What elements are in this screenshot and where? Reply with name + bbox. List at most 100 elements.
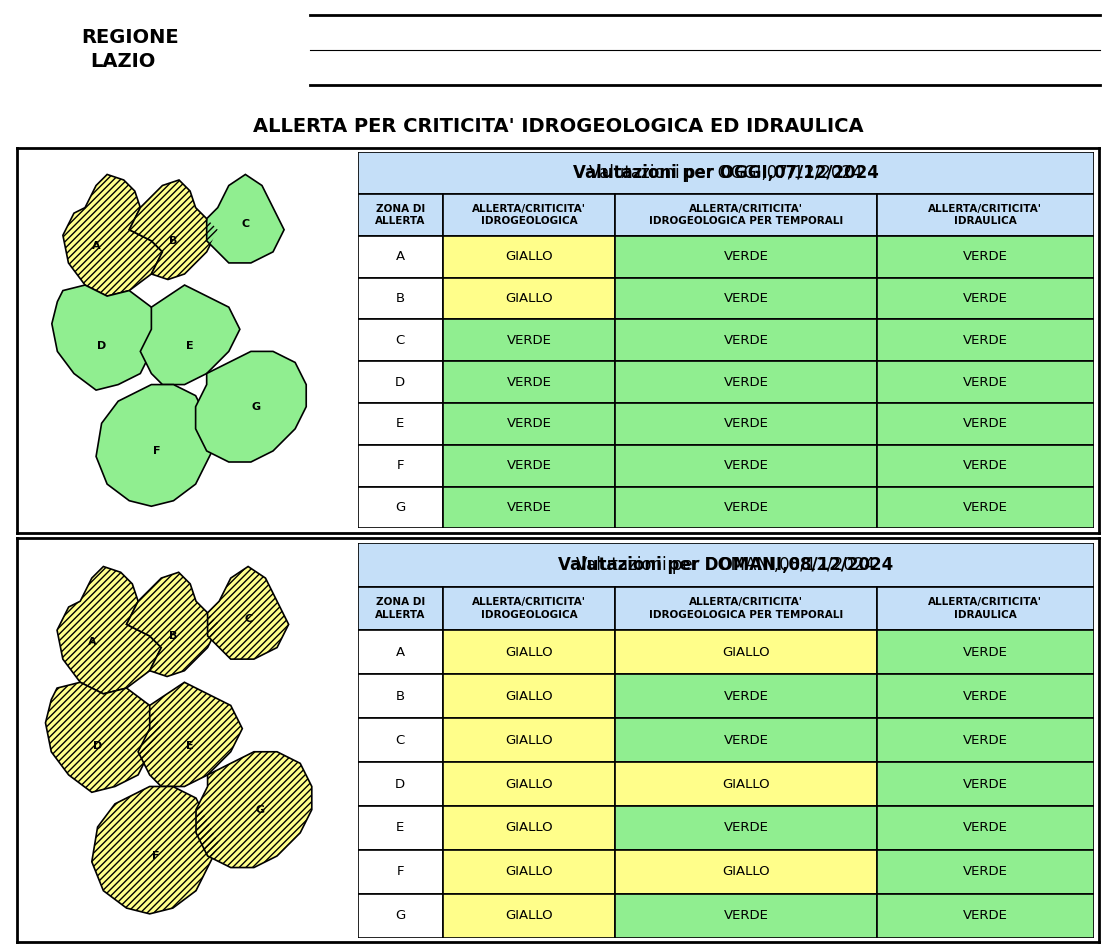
Text: Valutazioni per DOMANI,08/12/2024: Valutazioni per DOMANI,08/12/2024 xyxy=(576,556,875,574)
Text: ZONA DI
ALLERTA: ZONA DI ALLERTA xyxy=(375,597,425,620)
Text: VERDE: VERDE xyxy=(963,822,1008,835)
Bar xyxy=(443,763,615,806)
Text: C: C xyxy=(241,219,250,229)
Bar xyxy=(443,361,615,403)
Bar xyxy=(358,718,443,763)
Text: VERDE: VERDE xyxy=(507,417,551,430)
Text: ZONA DI
ALLERTA: ZONA DI ALLERTA xyxy=(375,204,425,227)
Bar xyxy=(443,586,615,630)
Text: F: F xyxy=(153,446,161,456)
Text: VERDE: VERDE xyxy=(963,645,1008,659)
Text: GIALLO: GIALLO xyxy=(506,865,552,879)
Bar xyxy=(358,763,443,806)
Bar xyxy=(358,543,1094,586)
Bar xyxy=(877,278,1094,320)
Bar xyxy=(358,194,443,236)
Text: VERDE: VERDE xyxy=(963,292,1008,305)
Text: ALLERTA PER CRITICITA' IDROGEOLOGICA ED IDRAULICA: ALLERTA PER CRITICITA' IDROGEOLOGICA ED … xyxy=(252,117,864,135)
Polygon shape xyxy=(196,752,311,867)
Text: GIALLO: GIALLO xyxy=(506,822,552,835)
Bar xyxy=(443,894,615,938)
Bar xyxy=(877,586,1094,630)
Text: G: G xyxy=(395,501,405,514)
Bar xyxy=(877,763,1094,806)
Text: Valutazioni per OGGI,07/12/2024: Valutazioni per OGGI,07/12/2024 xyxy=(589,164,863,182)
Bar xyxy=(443,278,615,320)
Bar xyxy=(615,403,877,445)
Text: GIALLO: GIALLO xyxy=(506,778,552,790)
Bar xyxy=(615,445,877,486)
Bar xyxy=(615,278,877,320)
Text: D: D xyxy=(93,741,103,751)
Bar xyxy=(877,718,1094,763)
Polygon shape xyxy=(46,683,162,792)
Bar xyxy=(877,361,1094,403)
Text: GIALLO: GIALLO xyxy=(722,865,770,879)
Text: VERDE: VERDE xyxy=(723,909,769,922)
Text: VERDE: VERDE xyxy=(963,501,1008,514)
Bar xyxy=(358,278,443,320)
Text: VERDE: VERDE xyxy=(723,250,769,264)
Text: A: A xyxy=(396,250,405,264)
Text: VERDE: VERDE xyxy=(723,459,769,472)
Bar xyxy=(615,236,877,278)
Bar xyxy=(615,850,877,894)
Polygon shape xyxy=(138,683,242,786)
Text: B: B xyxy=(170,236,177,246)
Bar xyxy=(358,445,443,486)
Text: B: B xyxy=(396,292,405,305)
Bar xyxy=(443,236,615,278)
Text: E: E xyxy=(396,417,404,430)
Bar xyxy=(358,850,443,894)
Text: G: G xyxy=(256,804,264,815)
Bar xyxy=(443,194,615,236)
Bar xyxy=(877,320,1094,361)
Text: D: D xyxy=(395,778,405,790)
Text: VERDE: VERDE xyxy=(723,334,769,347)
Text: ALLERTA/CRITICITA'
IDRAULICA: ALLERTA/CRITICITA' IDRAULICA xyxy=(929,204,1042,227)
Text: VERDE: VERDE xyxy=(963,909,1008,922)
Bar xyxy=(358,361,443,403)
Text: ALLERTA/CRITICITA'
IDRAULICA: ALLERTA/CRITICITA' IDRAULICA xyxy=(929,597,1042,620)
Bar xyxy=(358,403,443,445)
Text: Valutazioni per DOMANI,08/12/2024: Valutazioni per DOMANI,08/12/2024 xyxy=(558,556,894,574)
Bar xyxy=(358,152,1094,194)
Text: VERDE: VERDE xyxy=(963,778,1008,790)
Polygon shape xyxy=(206,174,285,263)
Text: VERDE: VERDE xyxy=(507,501,551,514)
Text: C: C xyxy=(395,734,405,746)
Text: VERDE: VERDE xyxy=(963,690,1008,703)
Text: GIALLO: GIALLO xyxy=(506,292,552,305)
Text: E: E xyxy=(186,741,194,751)
Text: VERDE: VERDE xyxy=(723,734,769,746)
Bar xyxy=(615,586,877,630)
Bar xyxy=(443,445,615,486)
Text: GIALLO: GIALLO xyxy=(722,645,770,659)
Text: F: F xyxy=(396,865,404,879)
Text: G: G xyxy=(252,402,261,411)
Text: D: D xyxy=(395,376,405,388)
Polygon shape xyxy=(126,572,219,677)
Text: C: C xyxy=(244,614,252,624)
Bar xyxy=(358,806,443,850)
Bar xyxy=(358,630,443,674)
Text: C: C xyxy=(395,334,405,347)
Text: A: A xyxy=(92,241,100,251)
Text: VERDE: VERDE xyxy=(723,690,769,703)
Text: REGIONE: REGIONE xyxy=(81,29,179,48)
Bar xyxy=(615,674,877,718)
Bar xyxy=(877,236,1094,278)
Bar xyxy=(615,894,877,938)
Bar xyxy=(443,486,615,528)
Polygon shape xyxy=(96,385,218,506)
Text: GIALLO: GIALLO xyxy=(506,645,552,659)
Text: VERDE: VERDE xyxy=(507,376,551,388)
Text: ALLERTA/CRITICITA'
IDROGEOLOGICA PER TEMPORALI: ALLERTA/CRITICITA' IDROGEOLOGICA PER TEM… xyxy=(648,204,844,227)
Bar xyxy=(358,320,443,361)
Bar xyxy=(877,486,1094,528)
Text: A: A xyxy=(87,637,96,646)
Text: F: F xyxy=(396,459,404,472)
Text: VERDE: VERDE xyxy=(723,822,769,835)
Bar xyxy=(615,194,877,236)
Text: VERDE: VERDE xyxy=(723,292,769,305)
